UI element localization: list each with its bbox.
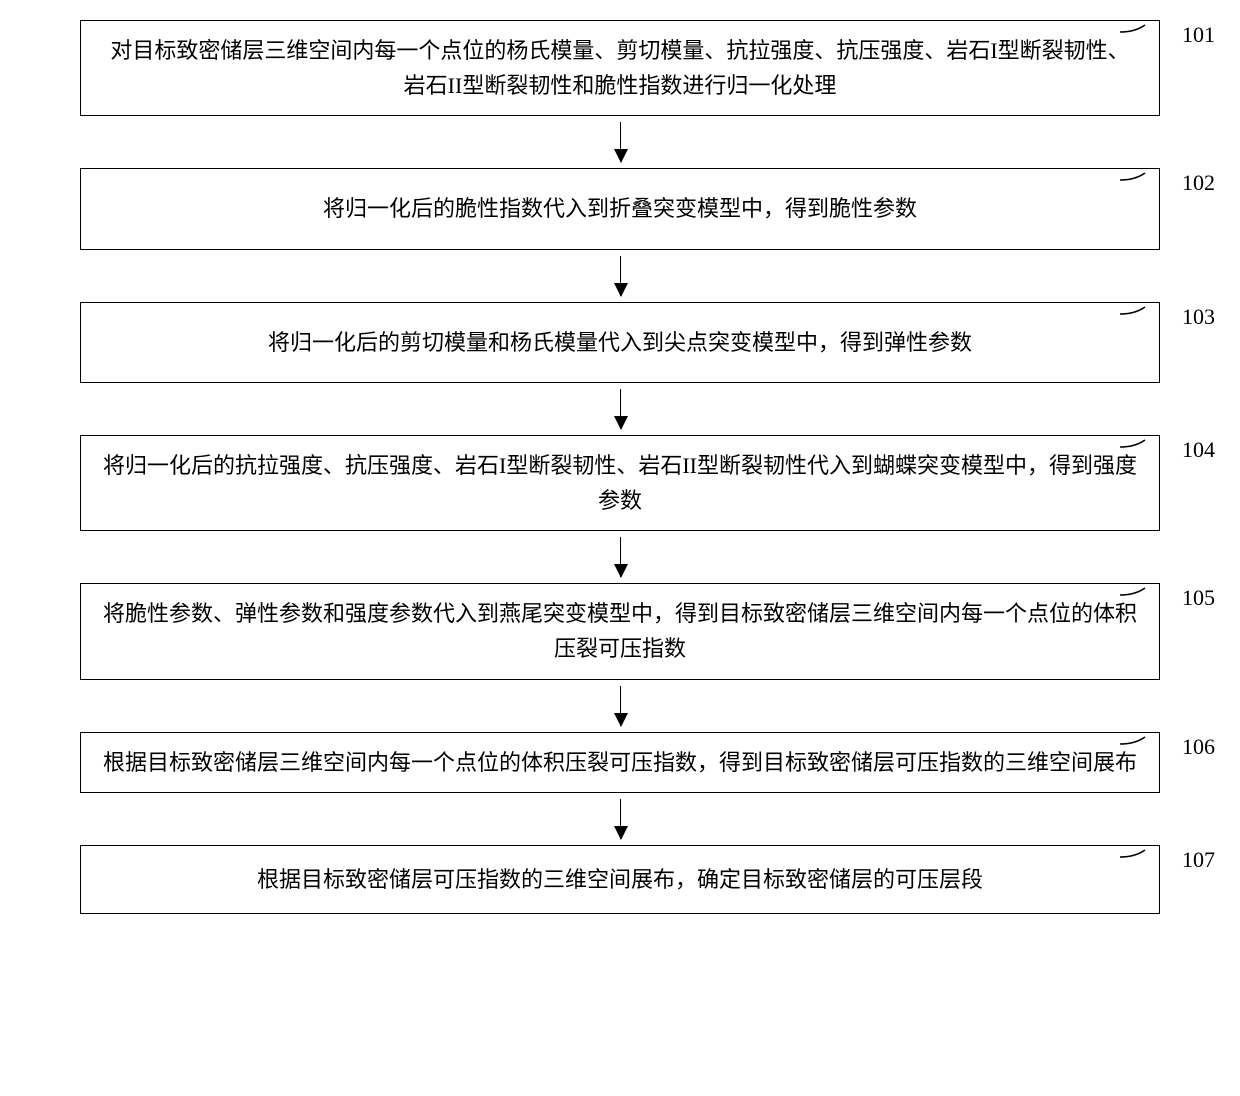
arrow-head: [614, 564, 628, 578]
label-connector-106: [1120, 732, 1180, 762]
step-label: 107: [1182, 847, 1215, 873]
step-box-103: 将归一化后的剪切模量和杨氏模量代入到尖点突变模型中，得到弹性参数: [80, 302, 1160, 383]
label-connector-102: [1120, 168, 1180, 198]
arrow-line: [620, 389, 621, 429]
step-row-101: 对目标致密储层三维空间内每一个点位的杨氏模量、剪切模量、抗拉强度、抗压强度、岩石…: [30, 20, 1210, 116]
step-text: 将脆性参数、弹性参数和强度参数代入到燕尾突变模型中，得到目标致密储层三维空间内每…: [103, 601, 1137, 661]
step-label: 102: [1182, 170, 1215, 196]
arrow-head: [614, 416, 628, 430]
arrow-line: [620, 537, 621, 577]
step-label: 105: [1182, 585, 1215, 611]
label-connector-103: [1120, 302, 1180, 332]
arrow-line: [620, 256, 621, 296]
flowchart-container: 对目标致密储层三维空间内每一个点位的杨氏模量、剪切模量、抗拉强度、抗压强度、岩石…: [30, 20, 1210, 914]
arrow-head: [614, 826, 628, 840]
arrow-3: [80, 383, 1160, 435]
step-text: 将归一化后的剪切模量和杨氏模量代入到尖点突变模型中，得到弹性参数: [268, 330, 972, 355]
step-text: 将归一化后的抗拉强度、抗压强度、岩石I型断裂韧性、岩石II型断裂韧性代入到蝴蝶突…: [103, 453, 1137, 513]
label-connector-107: [1120, 845, 1180, 875]
arrow-5: [80, 680, 1160, 732]
arrow-head: [614, 713, 628, 727]
step-row-104: 将归一化后的抗拉强度、抗压强度、岩石I型断裂韧性、岩石II型断裂韧性代入到蝴蝶突…: [30, 435, 1210, 531]
step-label: 104: [1182, 437, 1215, 463]
step-row-106: 根据目标致密储层三维空间内每一个点位的体积压裂可压指数，得到目标致密储层可压指数…: [30, 732, 1210, 793]
step-label: 106: [1182, 734, 1215, 760]
arrow-2: [80, 250, 1160, 302]
arrow-line: [620, 686, 621, 726]
step-text: 将归一化后的脆性指数代入到折叠突变模型中，得到脆性参数: [323, 196, 917, 221]
label-connector-101: [1120, 20, 1180, 50]
step-row-102: 将归一化后的脆性指数代入到折叠突变模型中，得到脆性参数 102: [30, 168, 1210, 249]
arrow-line: [620, 122, 621, 162]
step-text: 根据目标致密储层可压指数的三维空间展布，确定目标致密储层的可压层段: [257, 867, 983, 892]
step-label: 103: [1182, 304, 1215, 330]
step-box-105: 将脆性参数、弹性参数和强度参数代入到燕尾突变模型中，得到目标致密储层三维空间内每…: [80, 583, 1160, 679]
step-box-101: 对目标致密储层三维空间内每一个点位的杨氏模量、剪切模量、抗拉强度、抗压强度、岩石…: [80, 20, 1160, 116]
step-box-104: 将归一化后的抗拉强度、抗压强度、岩石I型断裂韧性、岩石II型断裂韧性代入到蝴蝶突…: [80, 435, 1160, 531]
arrow-head: [614, 149, 628, 163]
arrow-4: [80, 531, 1160, 583]
step-label: 101: [1182, 22, 1215, 48]
step-box-107: 根据目标致密储层可压指数的三维空间展布，确定目标致密储层的可压层段: [80, 845, 1160, 914]
step-row-107: 根据目标致密储层可压指数的三维空间展布，确定目标致密储层的可压层段 107: [30, 845, 1210, 914]
label-connector-105: [1120, 583, 1180, 613]
arrow-head: [614, 283, 628, 297]
label-connector-104: [1120, 435, 1180, 465]
step-text: 根据目标致密储层三维空间内每一个点位的体积压裂可压指数，得到目标致密储层可压指数…: [103, 750, 1137, 775]
step-box-102: 将归一化后的脆性指数代入到折叠突变模型中，得到脆性参数: [80, 168, 1160, 249]
arrow-1: [80, 116, 1160, 168]
step-row-103: 将归一化后的剪切模量和杨氏模量代入到尖点突变模型中，得到弹性参数 103: [30, 302, 1210, 383]
step-row-105: 将脆性参数、弹性参数和强度参数代入到燕尾突变模型中，得到目标致密储层三维空间内每…: [30, 583, 1210, 679]
arrow-6: [80, 793, 1160, 845]
step-box-106: 根据目标致密储层三维空间内每一个点位的体积压裂可压指数，得到目标致密储层可压指数…: [80, 732, 1160, 793]
step-text: 对目标致密储层三维空间内每一个点位的杨氏模量、剪切模量、抗拉强度、抗压强度、岩石…: [110, 38, 1129, 98]
arrow-line: [620, 799, 621, 839]
